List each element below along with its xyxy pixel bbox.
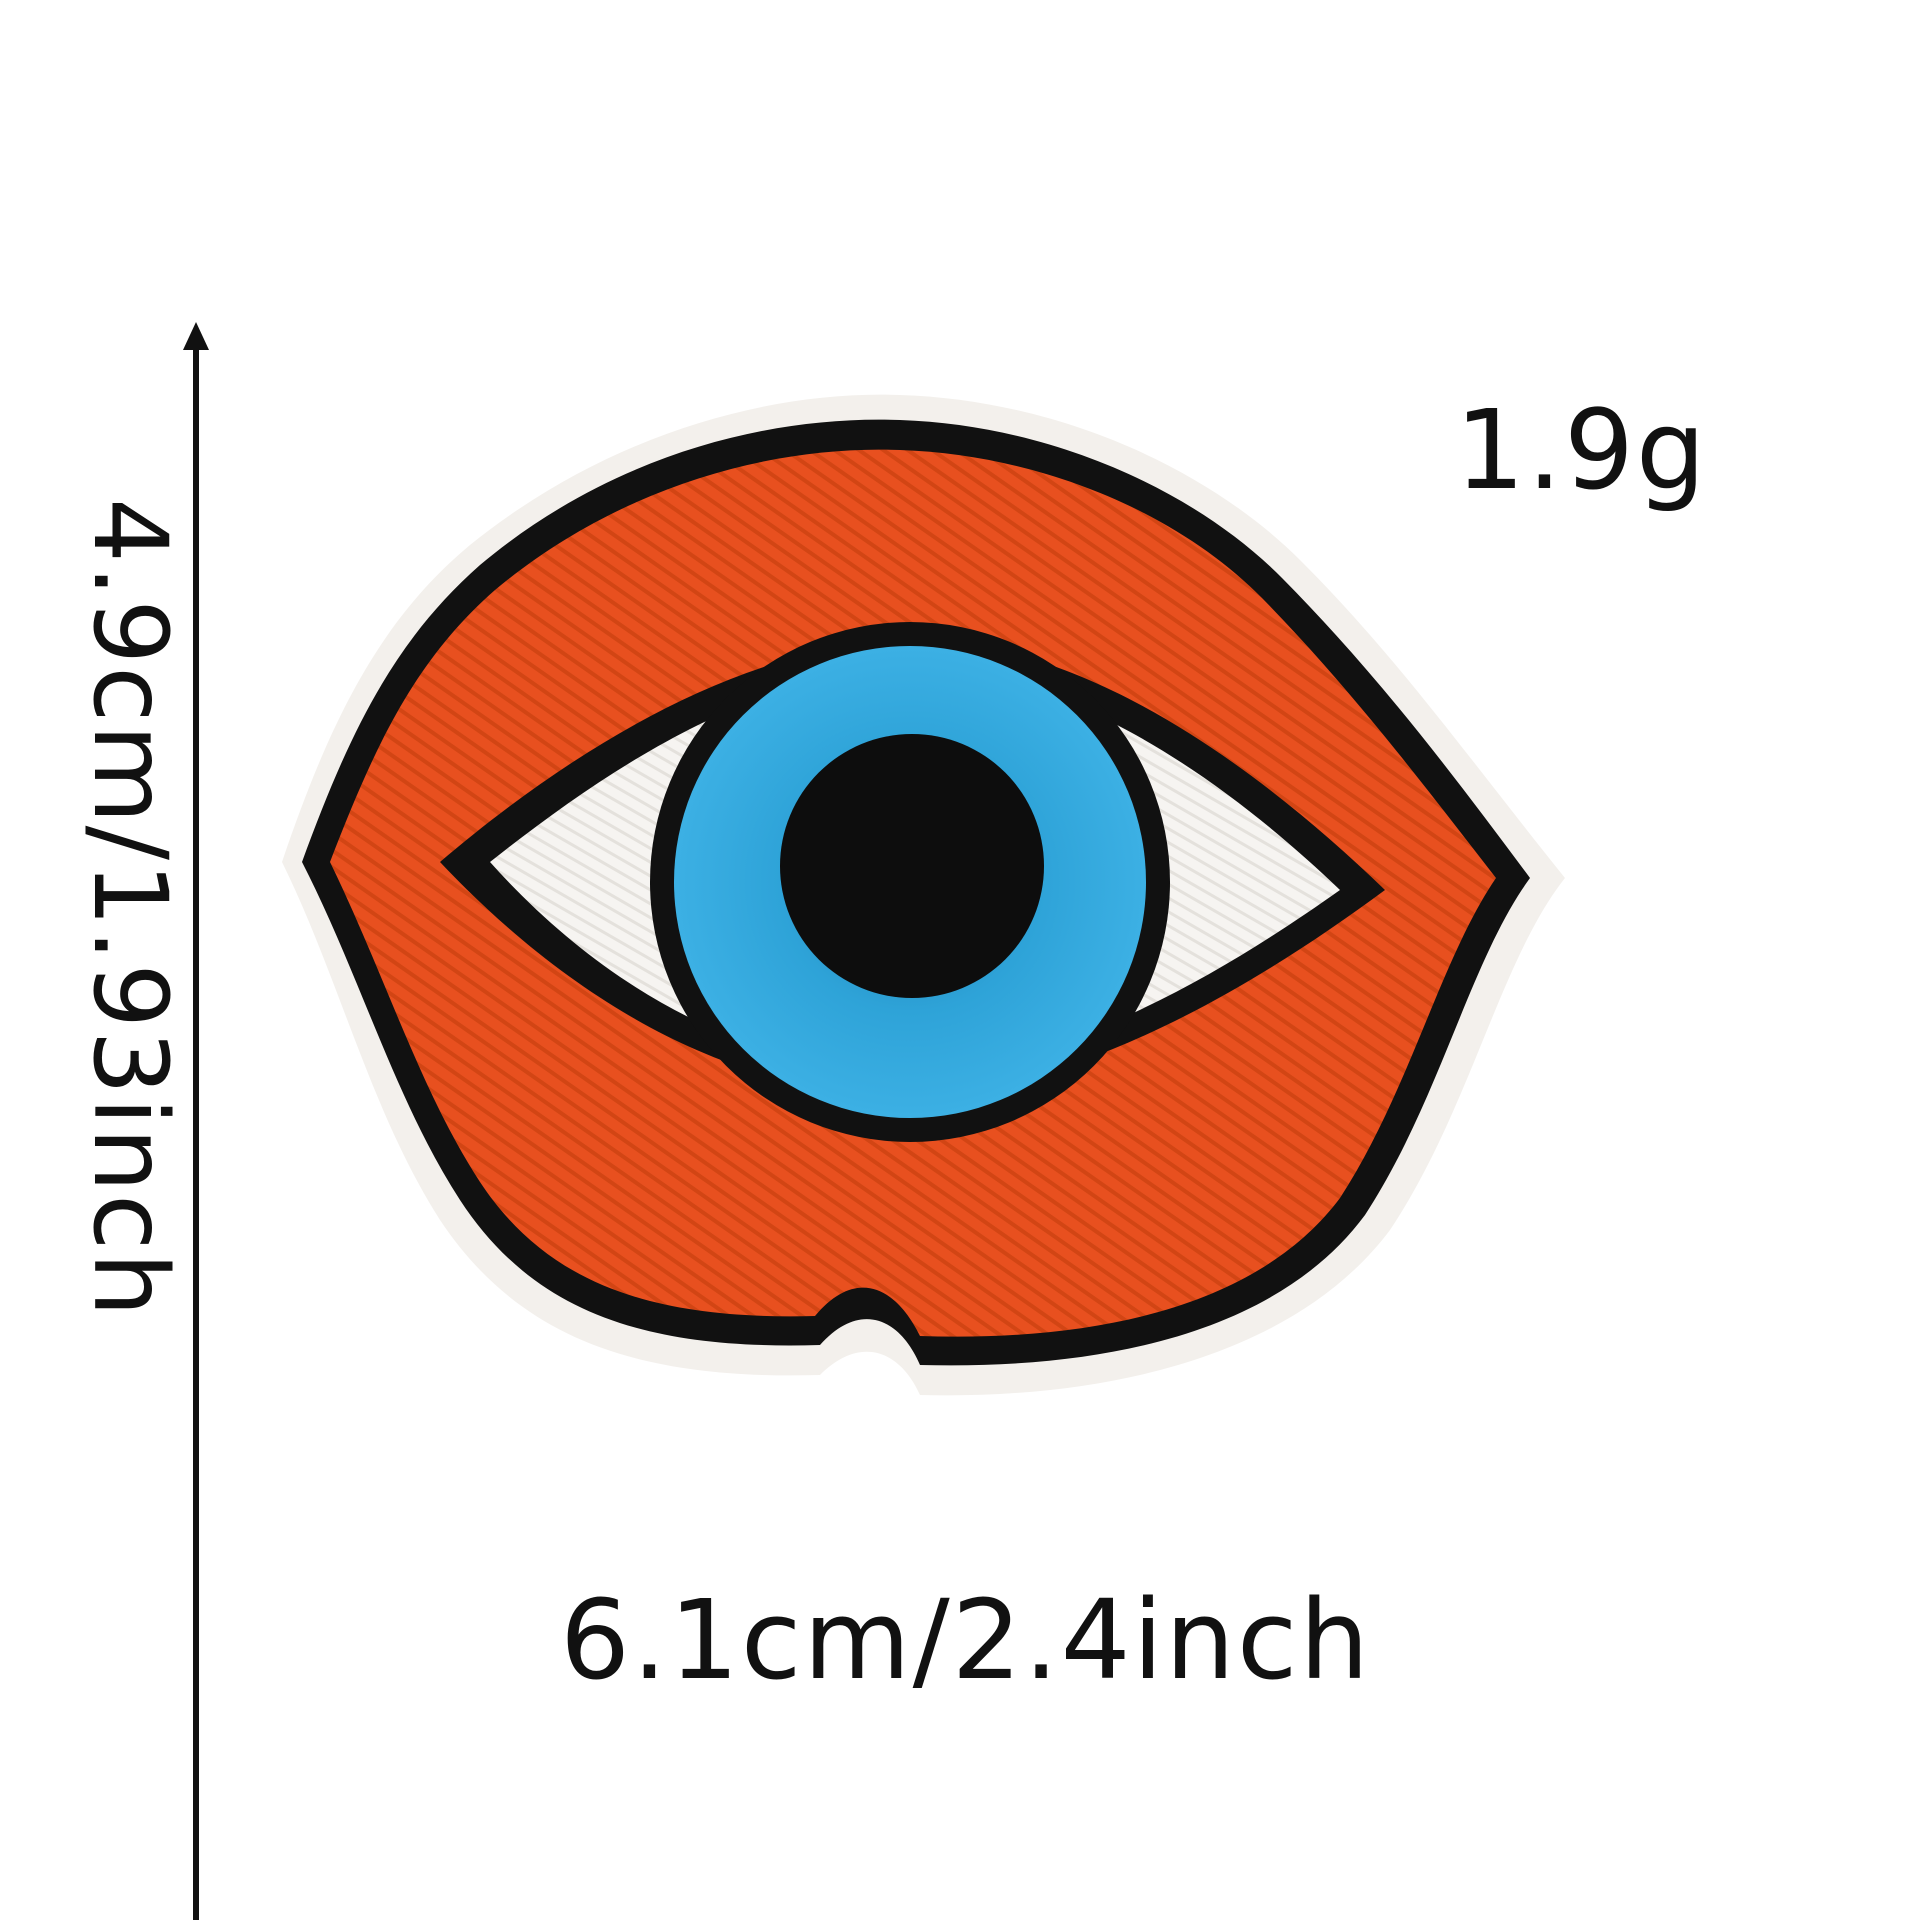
- weight-label: 1.9g: [1455, 386, 1708, 514]
- vertical-dimension-arrow: [183, 322, 209, 1925]
- pupil: [780, 734, 1044, 998]
- width-dimension-label: 6.1cm/2.4inch: [560, 1576, 1372, 1704]
- height-dimension-label: 4.9cm/1.93inch: [70, 498, 189, 1319]
- evil-eye-embroidered-patch: [282, 394, 1565, 1396]
- arrow-up-icon: [183, 322, 209, 350]
